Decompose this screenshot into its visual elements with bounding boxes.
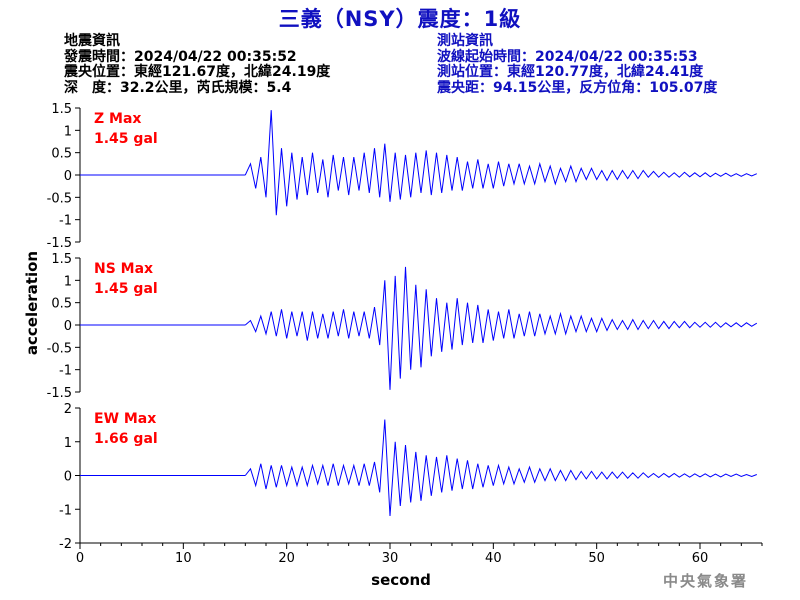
x-tick-label: 20	[278, 551, 295, 566]
y-tick-label: 1.5	[51, 252, 72, 267]
y-tick-label: 1	[64, 124, 72, 139]
y-tick-label: -1	[59, 503, 72, 518]
y-tick-label: 0	[64, 169, 72, 184]
x-tick-label: 40	[485, 551, 502, 566]
max-label: NS Max	[94, 261, 153, 277]
y-tick-label: 0	[64, 470, 72, 485]
y-tick-label: 1	[64, 436, 72, 451]
y-tick-label: 0.5	[51, 297, 72, 312]
y-tick-label: -2	[59, 537, 72, 552]
wave-onset-time: 波線起始時間：2024/04/22 00:35:53	[437, 48, 698, 65]
y-tick-label: 1	[64, 274, 72, 289]
x-tick-label: 50	[588, 551, 605, 566]
x-axis: 0 10 20 30 40 50 60	[76, 542, 763, 566]
max-label: Z Max	[94, 111, 141, 127]
origin-time: 發震時間：2024/04/22 00:35:52	[64, 48, 297, 65]
depth-magnitude: 深 度：32.2公里，芮氏規模：5.4	[64, 79, 292, 96]
event-info-panel: 地震資訊 發震時間：2024/04/22 00:35:52 震央位置：東經121…	[64, 33, 331, 96]
trace-ew	[244, 419, 757, 517]
y-tick-label: -1	[59, 364, 72, 379]
y-axis-label: acceleration	[23, 251, 41, 355]
event-info-heading: 地震資訊	[64, 33, 120, 49]
y-tick-label: -1	[59, 214, 72, 229]
y-tick-label: -0.5	[47, 341, 72, 356]
panel-ns: 1.5 1 0.5 0 -0.5 -1 -1.5 NS Max 1.45 gal	[47, 252, 758, 401]
panel-ew: 2 1 0 -1 -2 EW Max 1.66 gal	[59, 402, 757, 552]
station-info-heading: 測站資訊	[437, 33, 493, 49]
y-tick-label: 0	[64, 319, 72, 334]
y-tick-label: 2	[64, 402, 72, 417]
x-tick-label: 0	[76, 551, 84, 566]
epicenter-location: 震央位置：東經121.67度，北緯24.19度	[64, 64, 331, 80]
y-tick-label: -1.5	[47, 386, 72, 401]
max-value: 1.66 gal	[94, 431, 158, 447]
station-info-panel: 測站資訊 波線起始時間：2024/04/22 00:35:53 測站位置：東經1…	[437, 33, 718, 96]
x-axis-label: second	[371, 571, 431, 589]
max-label: EW Max	[94, 411, 156, 427]
epicentral-distance-azimuth: 震央距：94.15公里，反方位角：105.07度	[437, 79, 718, 96]
y-tick-label: -0.5	[47, 191, 72, 206]
x-tick-label: 60	[692, 551, 709, 566]
y-tick-label: 1.5	[51, 102, 72, 117]
max-value: 1.45 gal	[94, 281, 158, 297]
y-tick-label: -1.5	[47, 236, 72, 251]
agency-watermark: 中央氣象署	[662, 572, 748, 590]
max-value: 1.45 gal	[94, 131, 158, 147]
panel-z: 1.5 1 0.5 0 -0.5 -1 -1.5 Z Max 1.45 gal	[47, 102, 757, 251]
y-tick-label: 0.5	[51, 147, 72, 162]
trace-ns	[244, 266, 758, 390]
panels-group: 1.5 1 0.5 0 -0.5 -1 -1.5 Z Max 1.45 gal 1.5 1 0.5 0 -…	[47, 102, 758, 552]
page-title: 三義（NSY）震度：1級	[278, 7, 522, 31]
x-tick-label: 30	[382, 551, 399, 566]
station-location: 測站位置：東經120.77度，北緯24.41度	[437, 64, 704, 80]
x-tick-label: 10	[175, 551, 192, 566]
trace-z	[244, 110, 757, 216]
